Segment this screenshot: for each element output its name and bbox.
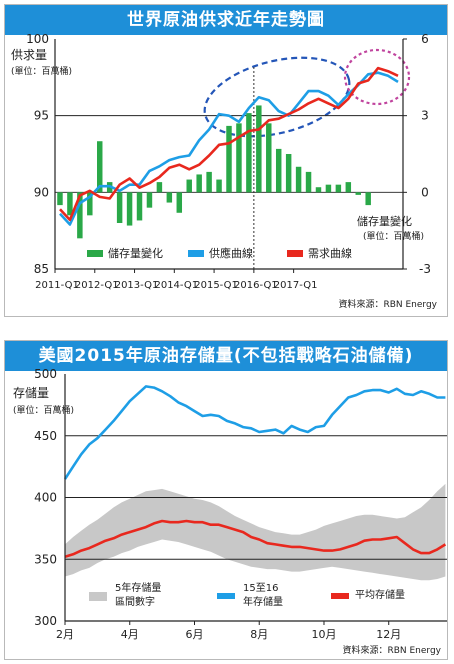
us-storage-chart: 存儲量 (單位：百萬桶) 資料來源：RBN Energy 300 350 400 45… (13, 367, 447, 656)
legend-swatch-band (89, 592, 107, 601)
legend-swatch-storage (217, 593, 235, 599)
chart-title: 美國2015年原油存儲量(不包括戰略石油儲備) (5, 341, 447, 371)
x-tick-label: 2013-Q1 (115, 280, 159, 291)
x-tick-label: 2017-Q1 (274, 280, 318, 291)
storage-change-bar (365, 192, 371, 206)
chart-panel-supply-demand: 世界原油供求近年走勢圖 供求量 (單位：百萬桶) 儲存量變化 (單位：百萬桶) … (4, 4, 448, 317)
legend-swatch-storage (87, 250, 103, 257)
storage-change-bar (196, 174, 202, 193)
storage-change-bar (216, 179, 222, 193)
y-tick-label: 500 (34, 367, 57, 381)
x-tick-label: 2011-Q1 (35, 280, 79, 291)
storage-change-bar (246, 113, 252, 193)
x-tick-label: 12月 (376, 628, 401, 641)
chart-title: 世界原油供求近年走勢圖 (5, 5, 447, 35)
source-note: 資料來源：RBN Energy (342, 644, 441, 656)
source-note: 資料來源：RBN Energy (338, 298, 437, 310)
storage-change-bar (256, 105, 262, 193)
storage-change-bar (345, 182, 352, 193)
legend: 5年存儲量 區間數字 15至16 年存儲量 平均存儲量 (89, 581, 405, 608)
chart-marks: 85 90 95 100 -3 0 3 6 2011-Q12012-Q12013-Q12014-… (26, 32, 431, 291)
five-year-range-band (65, 483, 446, 581)
legend-label-demand: 需求曲線 (308, 246, 352, 260)
highlight-ellipse-dashed (203, 56, 351, 138)
storage-change-bar (295, 166, 302, 193)
right-tick-label: -3 (419, 262, 431, 276)
storage-change-bar (236, 123, 242, 193)
x-tick-label: 2016-Q1 (234, 280, 278, 291)
storage-change-bar (126, 192, 133, 226)
y-axis-label: 存儲量 (13, 386, 49, 400)
left-tick-label: 90 (34, 185, 49, 199)
left-tick-label: 95 (34, 109, 49, 123)
storage-change-bar (226, 125, 232, 193)
y-tick-label: 450 (34, 429, 57, 443)
right-tick-label: 3 (421, 109, 429, 123)
x-tick-label: 2014-Q1 (154, 280, 198, 291)
storage-change-bar (166, 192, 173, 203)
storage-change-bar (305, 171, 312, 193)
chart-panel-us-storage: 美國2015年原油存儲量(不包括戰略石油儲備) 存儲量 (單位：百萬桶) 資料來… (4, 340, 448, 660)
left-axis-label: 供求量 (11, 48, 47, 62)
legend-label-band-2: 區間數字 (115, 595, 155, 608)
y-tick-label: 350 (34, 552, 57, 566)
legend: 儲存量變化 供應曲線 需求曲線 (87, 246, 352, 260)
storage-change-bar (325, 184, 332, 193)
x-tick-label: 2015-Q1 (194, 280, 238, 291)
x-tick-label: 8月 (250, 628, 268, 641)
highlight-ellipse-dotted (343, 48, 411, 106)
storage-change-bar (156, 182, 163, 193)
right-axis-unit: (單位：百萬桶) (363, 230, 424, 242)
storage-change-bar (67, 192, 73, 216)
right-tick-label: 6 (421, 32, 429, 46)
x-tick-label: 2月 (56, 628, 74, 641)
x-tick-label: 2012-Q1 (75, 280, 119, 291)
x-tick-label: 4月 (121, 628, 139, 641)
storage-change-bar (146, 192, 153, 208)
legend-label-supply: 供應曲線 (209, 246, 253, 260)
storage-change-bar (186, 179, 192, 193)
legend-swatch-demand (287, 250, 303, 257)
storage-change-bar (116, 192, 123, 223)
left-tick-label: 85 (34, 262, 49, 276)
storage-change-bar (355, 192, 361, 195)
storage-change-bar (176, 192, 183, 213)
legend-label-storage: 儲存量變化 (108, 246, 163, 260)
demand-line (59, 66, 399, 222)
legend-label-storage-2: 年存儲量 (243, 595, 283, 608)
storage-2015-16-line (63, 385, 446, 480)
storage-change-bar (335, 184, 342, 193)
storage-change-bar (315, 187, 322, 193)
legend-swatch-supply (188, 250, 204, 257)
left-axis-unit: (單位：百萬桶) (11, 65, 72, 77)
storage-change-bar (87, 192, 93, 216)
y-axis-unit: (單位：百萬桶) (13, 404, 74, 416)
y-tick-label: 300 (34, 614, 57, 628)
right-axis-label: 儲存量變化 (357, 214, 412, 228)
right-tick-label: 0 (421, 185, 429, 199)
legend-label-band-1: 5年存儲量 (115, 581, 161, 594)
storage-change-bar (57, 192, 63, 206)
average-storage-line (64, 519, 447, 559)
storage-change-bar (136, 192, 143, 221)
legend-label-average: 平均存儲量 (355, 588, 405, 601)
supply-demand-chart: 供求量 (單位：百萬桶) 儲存量變化 (單位：百萬桶) 資料來源：RBN Ene… (11, 32, 438, 310)
legend-label-storage-1: 15至16 (243, 582, 278, 594)
legend-swatch-average (331, 593, 349, 599)
storage-change-bar (266, 123, 272, 193)
storage-change-bar (275, 148, 282, 193)
chart-marks: 300 350 400 450 500 2月 4月 6月 8月 10月 12月 (34, 367, 447, 641)
storage-change-bar (285, 154, 292, 193)
storage-change-bar (77, 192, 83, 239)
x-tick-label: 10月 (311, 628, 336, 641)
storage-change-bar (97, 141, 103, 193)
storage-change-bar (206, 171, 212, 193)
left-tick-label: 100 (26, 32, 49, 46)
y-tick-label: 400 (34, 491, 57, 505)
x-tick-label: 6月 (185, 628, 203, 641)
